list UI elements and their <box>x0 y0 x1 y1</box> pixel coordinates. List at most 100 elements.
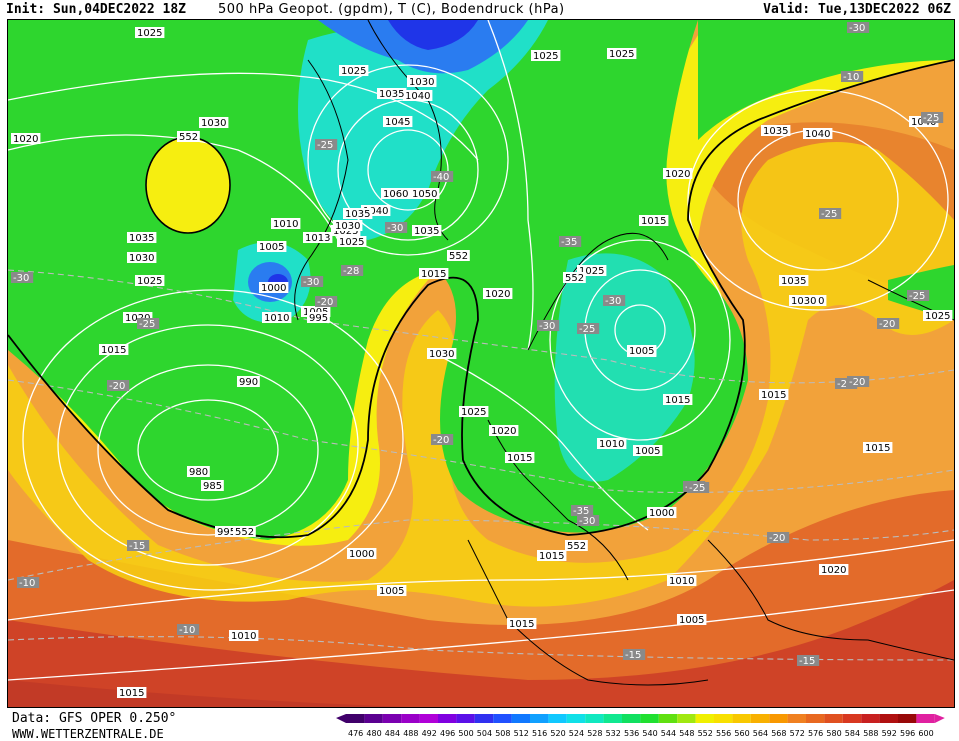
svg-text:1050: 1050 <box>412 189 437 200</box>
svg-text:-10: -10 <box>179 625 195 636</box>
legend-value: 520 <box>550 729 565 738</box>
temperature-label: -10 <box>17 577 40 589</box>
temperature-label: -30 <box>537 320 560 332</box>
legend-value: 476 <box>348 729 363 738</box>
legend-swatch <box>401 714 420 723</box>
svg-text:1025: 1025 <box>339 237 364 248</box>
legend-value: 500 <box>458 729 473 738</box>
svg-text:1020: 1020 <box>13 134 38 145</box>
geopotential-fill-red <box>8 580 954 707</box>
pressure-label: 1025 <box>135 275 165 287</box>
pressure-label: 1025 <box>923 310 953 322</box>
legend-swatch <box>346 714 365 723</box>
pressure-label: 1035 <box>377 88 407 100</box>
pressure-label: 1005 <box>377 585 407 597</box>
svg-text:-10: -10 <box>843 72 859 83</box>
pressure-label: 1015 <box>419 268 449 280</box>
temperature-label: -40 <box>431 171 454 183</box>
legend-swatch <box>861 714 880 723</box>
legend-swatch <box>879 714 898 723</box>
temperature-label: -35 <box>559 236 582 248</box>
svg-text:-25: -25 <box>317 140 333 151</box>
pressure-label: 1010 <box>597 438 627 450</box>
legend-swatch <box>640 714 659 723</box>
legend-swatch <box>842 714 862 723</box>
geopotential-552-contour <box>8 59 954 539</box>
pressure-label: 1050 <box>410 188 440 200</box>
svg-text:1035: 1035 <box>763 126 788 137</box>
legend-value: 480 <box>366 729 381 738</box>
svg-text:1000: 1000 <box>349 549 374 560</box>
website-link[interactable]: WWW.WETTERZENTRALE.DE <box>12 727 164 741</box>
temperature-label: -30 <box>603 295 626 307</box>
pressure-label: 1015 <box>863 442 893 454</box>
svg-text:1040: 1040 <box>363 206 388 217</box>
svg-text:-30: -30 <box>387 223 403 234</box>
legend-swatch <box>566 714 586 723</box>
svg-text:1010: 1010 <box>273 219 298 230</box>
temperature-label: -20 <box>107 380 130 392</box>
legend-swatch <box>419 714 438 723</box>
legend-value: 568 <box>771 729 786 738</box>
svg-text:-35: -35 <box>573 506 589 517</box>
svg-text:-20: -20 <box>433 435 449 446</box>
svg-text:1015: 1015 <box>101 345 126 356</box>
temperature-label: -15 <box>797 655 820 667</box>
pressure-label: 1035 <box>127 232 157 244</box>
legend-swatch <box>732 714 751 723</box>
pressure-label: 1010 <box>262 312 292 324</box>
legend-value: 596 <box>900 729 915 738</box>
temperature-label: -20 <box>835 378 858 390</box>
legend-swatch <box>695 714 714 723</box>
map-header: Init: Sun,04DEC2022 18Z 500 hPa Geopot. … <box>0 0 959 19</box>
legend-arrow-left <box>336 714 346 723</box>
temperature-label: -15 <box>623 649 646 661</box>
svg-text:-15: -15 <box>129 541 145 552</box>
legend-value: 544 <box>661 729 676 738</box>
legend-value: 600 <box>918 729 933 738</box>
temperature-label: -20 <box>315 296 338 308</box>
svg-text:-25: -25 <box>139 319 155 330</box>
svg-text:-25: -25 <box>689 483 705 494</box>
pressure-label: 1025 <box>577 265 607 277</box>
svg-text:1030: 1030 <box>409 77 434 88</box>
legend-value: 592 <box>882 729 897 738</box>
svg-text:-20: -20 <box>837 379 853 390</box>
geopotential-fill-green-ne <box>698 20 954 140</box>
pressure-label: 1030 <box>199 117 229 129</box>
pressure-label: 552 <box>447 250 470 262</box>
legend-swatch <box>603 714 622 723</box>
pressure-label: 1010 <box>271 218 301 230</box>
legend-swatch <box>585 714 604 723</box>
pressure-label: 1060 <box>381 188 411 200</box>
svg-text:980: 980 <box>189 467 208 478</box>
pressure-label: 1005 <box>633 445 663 457</box>
svg-text:1015: 1015 <box>421 269 446 280</box>
svg-text:1015: 1015 <box>641 216 666 227</box>
pressure-label: 552 <box>233 526 256 538</box>
legend-value: 516 <box>532 729 547 738</box>
svg-text:-20: -20 <box>879 319 895 330</box>
temperature-label: -20 <box>877 318 900 330</box>
pressure-label: 552 <box>177 131 200 143</box>
svg-text:1005: 1005 <box>679 615 704 626</box>
legend-swatch <box>714 714 733 723</box>
svg-text:-20: -20 <box>317 297 333 308</box>
svg-text:1005: 1005 <box>259 242 284 253</box>
legend-value: 540 <box>642 729 657 738</box>
svg-text:1035: 1035 <box>129 233 154 244</box>
svg-text:1025: 1025 <box>609 49 634 60</box>
pressure-label: 552 <box>563 272 586 284</box>
svg-text:552: 552 <box>567 541 586 552</box>
svg-text:552: 552 <box>235 527 254 538</box>
pressure-label: 1000 <box>347 548 377 560</box>
color-legend: 476 480 484 488 492 496 500 504 508 512 516 520 524 5… <box>336 714 945 738</box>
weather-map-canvas: 1025103010251020103055210351030102510201… <box>8 20 954 707</box>
legend-swatch <box>493 714 512 723</box>
svg-text:1010: 1010 <box>231 631 256 642</box>
legend-swatch <box>511 714 530 723</box>
pressure-label: 1015 <box>117 687 147 699</box>
temperature-label: -15 <box>127 540 150 552</box>
legend-value: 548 <box>679 729 694 738</box>
svg-text:1035: 1035 <box>414 226 439 237</box>
